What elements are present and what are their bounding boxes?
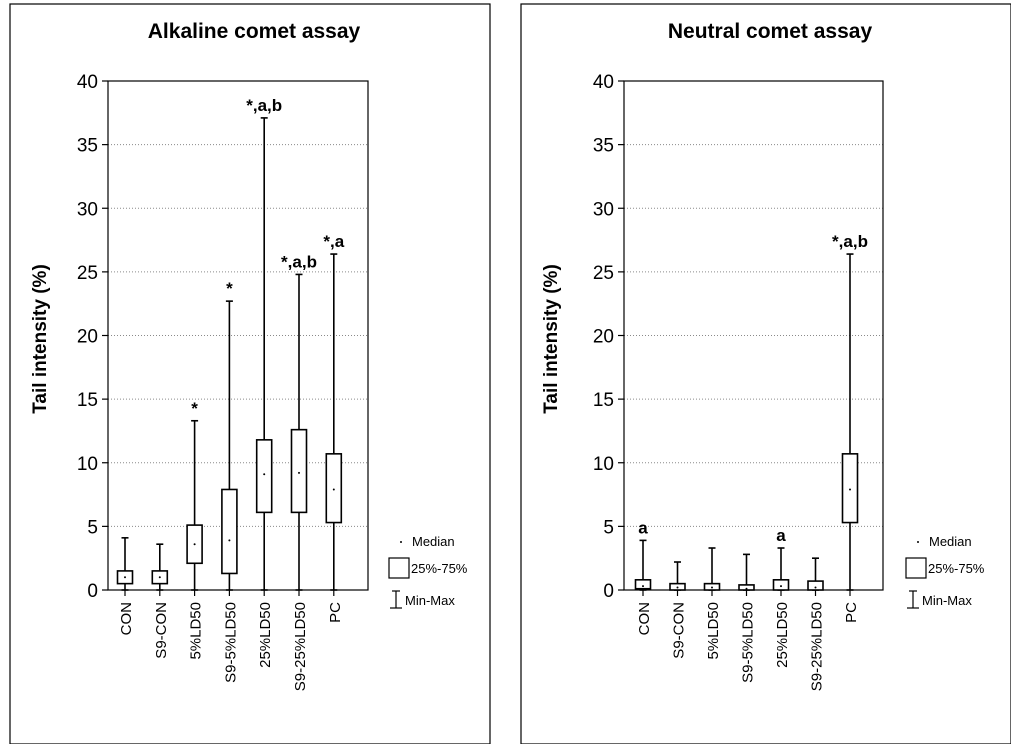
neutral-y-tick-label: 20	[593, 327, 614, 348]
alkaline-median-point	[298, 471, 300, 474]
alkaline-iqr-box	[255, 439, 273, 514]
neutral-iqr-box	[841, 453, 859, 524]
alkaline-y-axis-title: Tail intensity (%)	[30, 264, 51, 414]
neutral-iqr-box	[772, 579, 790, 591]
alkaline-box-2	[186, 419, 203, 591]
alkaline-box-1	[151, 543, 169, 591]
neutral-y-tick-label: 25	[593, 263, 614, 284]
alkaline-iqr-box	[290, 428, 308, 514]
alkaline-y-tick-label: 30	[77, 199, 98, 220]
alkaline-y-tick-label: 10	[77, 454, 98, 475]
neutral-panel: Neutral comet assay Tail intensity (%) 0…	[520, 3, 1011, 744]
alkaline-box-3	[221, 300, 238, 591]
alkaline-significance-label: *,a	[323, 232, 344, 251]
alkaline-iqr-box	[221, 488, 238, 575]
alkaline-category-label: CON	[118, 602, 135, 635]
legend-median-label: Median	[929, 534, 972, 549]
legend-whisker-marker	[907, 590, 919, 609]
alkaline-y-tick-label: 20	[77, 327, 98, 348]
alkaline-significance-label: *,a,b	[246, 96, 282, 115]
neutral-category-label: CON	[636, 602, 653, 635]
neutral-median-point	[676, 586, 679, 589]
legend-whisker-label: Min-Max	[405, 593, 455, 608]
alkaline-box-4	[255, 117, 273, 591]
alkaline-y-tick-label: 25	[77, 263, 98, 284]
neutral-iqr-box	[634, 579, 652, 590]
alkaline-median-point	[263, 473, 266, 476]
neutral-y-tick-label: 0	[603, 581, 614, 602]
alkaline-box-6	[325, 253, 343, 591]
alkaline-median-point	[228, 539, 231, 542]
neutral-category-label: 25%LD50	[774, 602, 791, 668]
neutral-box-6	[841, 253, 859, 591]
alkaline-category-label: S9-5%LD50	[222, 602, 239, 683]
neutral-plot-area: 0 5 10 15 20 25 30 35 40 CON a S9-CON 5%LD50 S9-5%LD5…	[593, 72, 884, 691]
neutral-significance-label: a	[776, 526, 786, 545]
alkaline-median-point	[124, 576, 126, 579]
neutral-median-point	[711, 586, 713, 589]
neutral-median-point	[642, 585, 644, 588]
neutral-category-label: S9-5%LD50	[740, 602, 757, 683]
neutral-category-label: PC	[843, 602, 860, 623]
neutral-y-tick-label: 35	[593, 136, 614, 157]
neutral-y-tick-label: 10	[593, 454, 614, 475]
neutral-y-tick-label: 30	[593, 199, 614, 220]
neutral-y-axis-title: Tail intensity (%)	[541, 264, 562, 414]
legend-median-label: Median	[412, 534, 455, 549]
neutral-median-point	[814, 586, 817, 589]
alkaline-panel-frame	[9, 3, 491, 744]
neutral-category-label: S9-CON	[671, 602, 688, 659]
alkaline-category-label: PC	[327, 602, 344, 623]
neutral-category-label: 5%LD50	[705, 602, 722, 660]
alkaline-panel-title: Alkaline comet assay	[148, 20, 361, 43]
neutral-panel-title: Neutral comet assay	[668, 20, 873, 43]
legend-whisker-marker	[390, 590, 402, 609]
alkaline-y-tick-label: 15	[77, 390, 98, 411]
alkaline-plot-frame	[107, 80, 369, 591]
neutral-significance-label: *,a,b	[832, 232, 868, 251]
alkaline-significance-label: *	[191, 399, 198, 418]
neutral-y-tick-label: 40	[593, 72, 614, 93]
neutral-box-5	[807, 557, 824, 591]
alkaline-y-tick-label: 0	[87, 581, 98, 602]
legend-box-marker	[905, 557, 927, 579]
neutral-median-point	[780, 585, 782, 588]
legend-whisker-label: Min-Max	[922, 593, 972, 608]
alkaline-panel: Alkaline comet assay Tail intensity (%) …	[9, 3, 491, 744]
alkaline-plot-area: 0 5 10 15 20 25 30 35 40 CON S9-CON 5%LD50 * S9-5%LD5…	[77, 72, 369, 691]
alkaline-category-label: S9-25%LD50	[292, 602, 309, 691]
neutral-category-label: S9-25%LD50	[809, 602, 826, 691]
neutral-significance-label: a	[638, 518, 648, 537]
neutral-median-point	[745, 587, 748, 590]
alkaline-legend: Median 25%-75% Min-Max	[388, 534, 468, 609]
alkaline-box-0	[116, 537, 134, 591]
alkaline-category-label: 5%LD50	[188, 602, 205, 660]
alkaline-y-tick-label: 5	[87, 517, 98, 538]
alkaline-y-tick-label: 40	[77, 72, 98, 93]
alkaline-median-point	[193, 543, 196, 546]
neutral-box-2	[703, 547, 721, 591]
alkaline-category-label: S9-CON	[153, 602, 170, 659]
alkaline-iqr-box	[325, 453, 343, 524]
legend-median-marker	[917, 541, 919, 543]
neutral-box-0	[634, 539, 652, 591]
legend-box-label: 25%-75%	[411, 561, 468, 576]
alkaline-median-point	[158, 576, 161, 579]
neutral-legend: Median 25%-75% Min-Max	[905, 534, 985, 609]
alkaline-category-label: 25%LD50	[257, 602, 274, 668]
neutral-y-tick-label: 15	[593, 390, 614, 411]
alkaline-median-point	[332, 488, 335, 491]
legend-box-marker	[388, 557, 410, 579]
neutral-iqr-box	[807, 580, 824, 591]
neutral-median-point	[849, 488, 851, 491]
alkaline-significance-label: *	[226, 279, 233, 298]
legend-box-label: 25%-75%	[928, 561, 985, 576]
legend-median-marker	[400, 541, 402, 543]
neutral-panel-frame	[520, 3, 1011, 744]
alkaline-significance-label: *,a,b	[281, 252, 317, 271]
alkaline-y-tick-label: 35	[77, 136, 98, 157]
neutral-y-tick-label: 5	[603, 517, 614, 538]
